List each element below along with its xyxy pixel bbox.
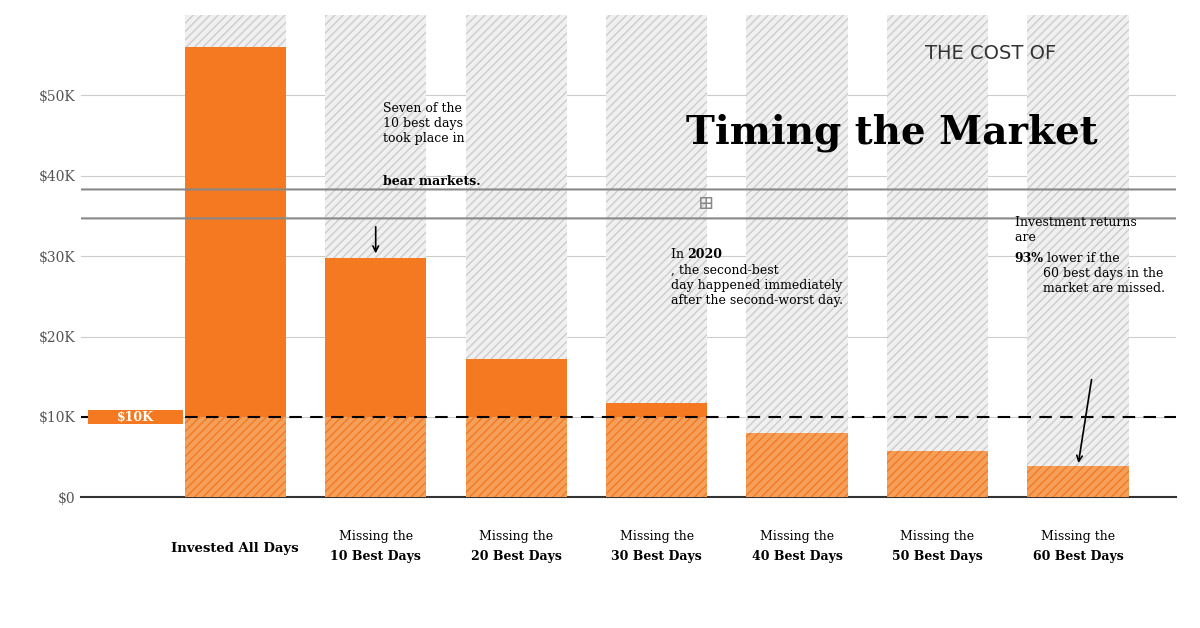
Text: Missing the: Missing the: [760, 529, 834, 543]
Text: Missing the: Missing the: [900, 529, 974, 543]
Bar: [1027, 466, 1128, 497]
Bar: [1027, 15, 1128, 497]
Text: 40 Best Days: 40 Best Days: [751, 550, 842, 563]
Bar: [185, 15, 286, 497]
Bar: [746, 15, 847, 497]
Text: lower if the
60 best days in the
market are missed.: lower if the 60 best days in the market …: [1043, 252, 1165, 295]
Bar: [606, 15, 707, 497]
Bar: [466, 15, 566, 497]
Bar: [325, 15, 426, 497]
Bar: [606, 417, 707, 497]
Text: Missing the: Missing the: [338, 529, 413, 543]
Text: bear markets.: bear markets.: [383, 175, 480, 188]
Bar: [887, 15, 988, 497]
Bar: [185, 15, 286, 497]
Text: 50 Best Days: 50 Best Days: [892, 550, 983, 563]
Bar: [746, 15, 847, 497]
Text: Invested All Days: Invested All Days: [172, 541, 299, 555]
Bar: [185, 417, 286, 497]
Bar: [466, 417, 566, 497]
Bar: [746, 433, 847, 497]
Text: Investment returns
are: Investment returns are: [1015, 216, 1136, 244]
Text: 10 Best Days: 10 Best Days: [330, 550, 421, 563]
Text: 30 Best Days: 30 Best Days: [611, 550, 702, 563]
Bar: [325, 417, 426, 497]
Text: Missing the: Missing the: [1040, 529, 1115, 543]
Bar: [185, 15, 286, 497]
Bar: [606, 403, 707, 417]
Bar: [325, 15, 426, 497]
Text: THE COST OF: THE COST OF: [925, 44, 1056, 63]
Text: Missing the: Missing the: [619, 529, 694, 543]
Bar: [887, 15, 988, 497]
Bar: [325, 15, 426, 497]
Bar: [606, 15, 707, 497]
Bar: [1027, 15, 1128, 497]
Text: 20 Best Days: 20 Best Days: [470, 550, 562, 563]
Bar: [1027, 15, 1128, 497]
Text: 60 Best Days: 60 Best Days: [1032, 550, 1123, 563]
Text: 93%: 93%: [1015, 252, 1044, 265]
Text: , the second-best
day happened immediately
after the second-worst day.: , the second-best day happened immediate…: [671, 264, 842, 307]
Bar: [466, 359, 566, 417]
Bar: [466, 15, 566, 497]
Text: Seven of the
10 best days
took place in: Seven of the 10 best days took place in: [383, 102, 464, 160]
Text: In: In: [671, 248, 688, 261]
Bar: [887, 451, 988, 497]
Text: ⊞: ⊞: [697, 195, 714, 213]
Text: 2020: 2020: [688, 248, 722, 261]
Bar: [325, 258, 426, 417]
Bar: [185, 47, 286, 417]
Bar: [466, 15, 566, 497]
Bar: [606, 15, 707, 497]
Bar: [88, 409, 184, 425]
Bar: [746, 15, 847, 497]
Text: Timing the Market: Timing the Market: [686, 113, 1098, 151]
Text: Missing the: Missing the: [479, 529, 553, 543]
Text: $10K: $10K: [118, 411, 154, 423]
Bar: [887, 15, 988, 497]
